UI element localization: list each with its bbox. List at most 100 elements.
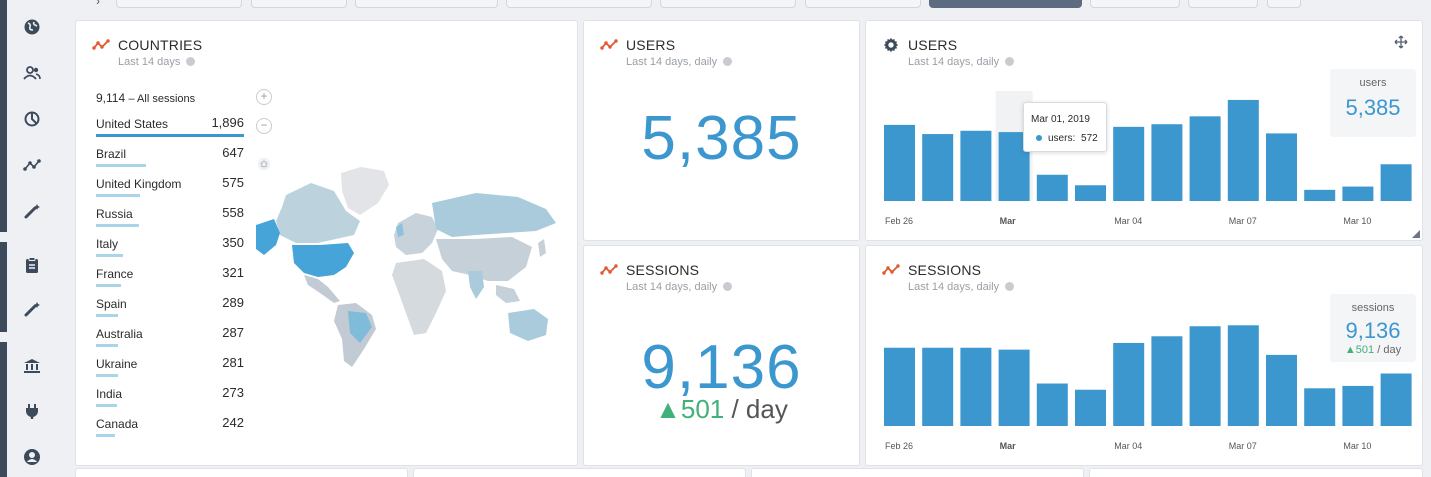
- chart-bar[interactable]: [960, 130, 992, 201]
- map-zoom-in-button[interactable]: +: [256, 89, 272, 105]
- map-region-europe: [394, 213, 438, 255]
- chart-bar[interactable]: [884, 347, 915, 426]
- country-name: Italy: [96, 237, 119, 251]
- chart-bar[interactable]: [1036, 383, 1068, 426]
- dashboard-tab[interactable]: [116, 0, 242, 8]
- info-icon[interactable]: [723, 57, 733, 66]
- chart-bar[interactable]: [1075, 185, 1106, 201]
- chart-bar[interactable]: [1342, 186, 1374, 201]
- country-value: 1,896: [211, 115, 244, 130]
- country-value: 289: [222, 295, 244, 310]
- country-row[interactable]: Spain 289: [96, 292, 244, 322]
- country-row[interactable]: Ukraine 281: [96, 352, 244, 382]
- country-row[interactable]: Brazil 647: [96, 142, 244, 172]
- chart-bar[interactable]: [1151, 124, 1183, 201]
- dashboard-tab[interactable]: [1188, 0, 1258, 8]
- info-icon[interactable]: [1005, 282, 1015, 291]
- chart-bar[interactable]: [1304, 388, 1336, 426]
- dashboard-tab[interactable]: [660, 0, 796, 8]
- card-subtitle: Last 14 days: [118, 56, 196, 68]
- world-map[interactable]: [256, 163, 571, 368]
- account-icon[interactable]: [22, 447, 42, 467]
- country-share-bar: [96, 254, 123, 257]
- chart-bar[interactable]: [1075, 389, 1106, 426]
- chart-bar[interactable]: [922, 134, 954, 201]
- tooltip-value: 572: [1081, 133, 1098, 144]
- country-value: 647: [222, 145, 244, 160]
- info-icon[interactable]: [186, 57, 196, 66]
- country-row[interactable]: United States 1,896: [96, 112, 244, 142]
- users-bar-chart[interactable]: Feb 26 Mar Mar 04 Mar 07 Mar 10: [866, 21, 1424, 242]
- users-icon[interactable]: [22, 63, 42, 83]
- trend-icon: [882, 264, 900, 275]
- chart-bar[interactable]: [998, 349, 1030, 426]
- chart-bar[interactable]: [1380, 164, 1412, 201]
- x-tick-label: Mar: [1000, 216, 1017, 226]
- dashboard-tab[interactable]: [506, 0, 652, 8]
- chart-bar[interactable]: [1266, 133, 1297, 201]
- analytics-icon[interactable]: [22, 109, 42, 129]
- info-icon[interactable]: [723, 282, 733, 291]
- chart-bar[interactable]: [1113, 342, 1145, 426]
- chart-bar[interactable]: [960, 347, 992, 426]
- clipboard-icon[interactable]: [22, 255, 42, 275]
- chevron-right-icon[interactable]: ›: [96, 0, 100, 8]
- card-subtitle-text: Last 14 days, daily: [626, 56, 718, 68]
- country-name: United Kingdom: [96, 177, 182, 191]
- chart-bar[interactable]: [922, 347, 954, 426]
- chart-bar[interactable]: [1380, 373, 1412, 427]
- card-subtitle: Last 14 days, daily: [908, 56, 1015, 68]
- country-value: 287: [222, 325, 244, 340]
- country-value: 575: [222, 175, 244, 190]
- legend-delta-value: ▲501: [1344, 344, 1375, 356]
- map-region-japan: [538, 239, 546, 257]
- resize-handle[interactable]: [1412, 230, 1420, 238]
- country-row[interactable]: India 273: [96, 382, 244, 412]
- chart-bar[interactable]: [1036, 174, 1068, 201]
- country-name: France: [96, 267, 134, 281]
- chart-bar[interactable]: [1304, 189, 1336, 201]
- trend-icon[interactable]: [22, 155, 42, 175]
- map-zoom-out-button[interactable]: −: [256, 118, 272, 134]
- x-tick-label: Feb 26: [885, 441, 913, 451]
- chart-bar[interactable]: [884, 124, 915, 201]
- chart-bar[interactable]: [1189, 326, 1221, 426]
- wand-icon[interactable]: [22, 299, 42, 319]
- move-icon[interactable]: [1394, 35, 1408, 49]
- widget-card: [751, 468, 1084, 477]
- country-row[interactable]: France 321: [96, 262, 244, 292]
- chart-bar[interactable]: [1227, 99, 1259, 201]
- globe-icon[interactable]: [22, 17, 42, 37]
- gear-icon[interactable]: [882, 36, 900, 54]
- country-row[interactable]: Italy 350: [96, 232, 244, 262]
- country-value: 321: [222, 265, 244, 280]
- info-icon[interactable]: [1005, 57, 1015, 66]
- map-region-russia: [432, 193, 556, 237]
- dashboard-tab[interactable]: [355, 0, 498, 8]
- wand-icon[interactable]: [22, 201, 42, 221]
- country-row[interactable]: Russia 558: [96, 202, 244, 232]
- plug-icon[interactable]: [22, 401, 42, 421]
- chart-bar[interactable]: [1227, 325, 1259, 426]
- country-row[interactable]: Australia 287: [96, 322, 244, 352]
- bank-icon[interactable]: [22, 356, 42, 376]
- dashboard-tab[interactable]: [251, 0, 347, 8]
- dashboard-tab-active[interactable]: [929, 0, 1082, 8]
- map-region-central-america: [304, 275, 340, 303]
- chart-bar[interactable]: [1342, 385, 1374, 426]
- chart-bar[interactable]: [1266, 354, 1297, 426]
- sessions-bar-chart[interactable]: Feb 26 Mar Mar 04 Mar 07 Mar 10: [866, 246, 1424, 467]
- add-tab-button[interactable]: [1267, 0, 1301, 8]
- country-row[interactable]: United Kingdom 575: [96, 172, 244, 202]
- chart-bar[interactable]: [1189, 116, 1221, 201]
- country-share-bar: [96, 194, 140, 197]
- chart-bar[interactable]: [1113, 126, 1145, 201]
- chart-bar[interactable]: [1151, 336, 1183, 426]
- dashboard-tab[interactable]: [1090, 0, 1180, 8]
- country-row[interactable]: Canada 242: [96, 412, 244, 442]
- dashboard-tab[interactable]: [805, 0, 921, 8]
- card-subtitle: Last 14 days, daily: [626, 281, 733, 293]
- map-home-icon[interactable]: [256, 157, 272, 173]
- card-title: USERS: [908, 37, 958, 53]
- country-value: 350: [222, 235, 244, 250]
